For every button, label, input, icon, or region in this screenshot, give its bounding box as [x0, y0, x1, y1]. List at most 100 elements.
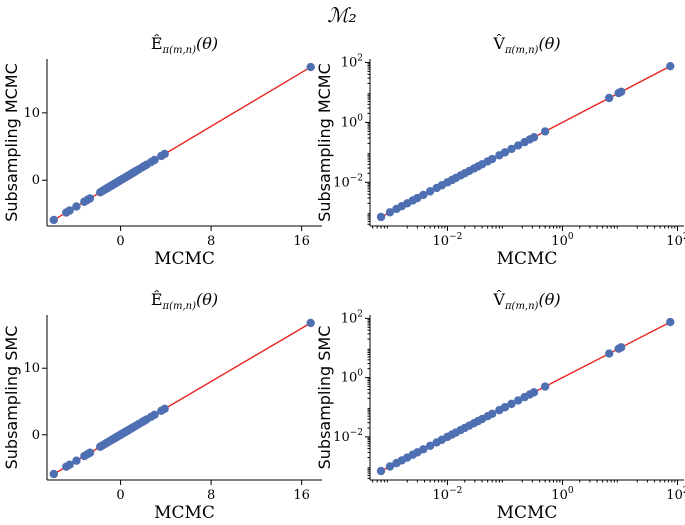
y-tick-label: 102 [341, 309, 363, 326]
x-tick-label: 16 [293, 488, 310, 503]
x-tick-label-base: 10 [666, 234, 683, 249]
panel-title: V̂π(m,n)(θ) [492, 290, 560, 312]
x-tick-label-exponent: −2 [449, 232, 462, 242]
y-tick-label: 100 [341, 369, 364, 386]
y-tick-label: 10 [23, 361, 40, 376]
panel-title-symbol: V̂ [492, 34, 505, 53]
y-tick-label: 10−2 [333, 173, 363, 190]
x-tick-label: 100 [551, 486, 574, 503]
x-tick-label-exponent: 0 [568, 486, 574, 496]
data-point [72, 456, 81, 465]
x-tick-label-exponent: 2 [683, 232, 685, 242]
y-axis-label: Subsampling SMC [315, 326, 334, 470]
y-tick-label-exponent: 0 [357, 113, 363, 123]
y-tick-label-exponent: 2 [357, 53, 363, 63]
y-tick-label-base: 10 [341, 311, 358, 326]
x-tick-label-exponent: −2 [449, 486, 462, 496]
data-point [85, 194, 95, 203]
x-axis-label: MCMC [154, 249, 215, 269]
y-tick-label: 0 [32, 428, 40, 443]
panel-title-argument: (θ) [196, 34, 218, 53]
data-point [65, 206, 74, 215]
data-point [529, 388, 539, 397]
y-tick-label-exponent: 0 [357, 369, 363, 379]
data-point [513, 141, 523, 150]
data-point [616, 343, 626, 352]
data-point [425, 441, 435, 450]
x-tick-label-base: 10 [433, 488, 450, 503]
data-point [160, 404, 169, 414]
data-point [540, 382, 550, 391]
x-axis-label: MCMC [154, 503, 215, 523]
panel-title-symbol: V̂ [492, 290, 505, 309]
x-tick-label: 0 [116, 488, 124, 503]
x-tick-label: 102 [666, 232, 685, 249]
x-tick-label: 8 [207, 488, 215, 503]
y-tick-label: 10 [23, 106, 40, 121]
x-tick-label-base: 10 [666, 488, 683, 503]
data-point [385, 208, 395, 217]
data-point [513, 396, 523, 405]
y-tick-label: 102 [341, 53, 363, 70]
x-tick-label-base: 10 [551, 488, 568, 503]
figure-suptitle: ℳ₂ [327, 3, 356, 27]
x-tick-label: 102 [666, 486, 685, 503]
panel-title-argument: (θ) [538, 34, 560, 53]
data-point [487, 154, 497, 164]
data-point [529, 133, 539, 142]
data-point [419, 445, 428, 454]
x-tick-label: 16 [293, 234, 310, 249]
data-point [540, 127, 550, 136]
data-point [666, 61, 675, 71]
y-tick-label-base: 10 [341, 55, 358, 70]
data-point [385, 462, 395, 471]
x-tick-label-base: 10 [551, 234, 568, 249]
data-point [65, 460, 74, 469]
panel-title-subscript: π(m,n) [504, 301, 539, 312]
y-tick-label: 10−2 [333, 428, 363, 445]
panel-title-symbol: Ê [151, 33, 163, 53]
panel-mean-mcmc: 0 8 16 0 10 Êπ(m,n)(θ) MCMC Subsampling MCMC [2, 33, 322, 269]
data-point [487, 409, 497, 419]
data-point [306, 318, 315, 328]
panel-title: Êπ(m,n)(θ) [151, 33, 218, 56]
y-tick-label-base: 10 [341, 371, 358, 386]
panel-var-mcmc: 10−210010210−2100102V̂π(m,n)(θ)MCMCSubsa… [315, 34, 685, 269]
y-tick-label: 100 [341, 113, 364, 130]
panel-title-subscript: π(m,n) [162, 45, 197, 56]
data-point [666, 317, 675, 327]
panel-title: V̂π(m,n)(θ) [492, 34, 560, 56]
y-tick-label-exponent: 2 [357, 309, 363, 319]
x-tick-label: 10−2 [433, 232, 463, 249]
panel-title-argument: (θ) [538, 290, 560, 309]
data-point [604, 93, 614, 103]
data-point [376, 212, 386, 222]
data-point [507, 399, 516, 409]
panel-title-subscript: π(m,n) [504, 45, 539, 56]
data-point [306, 62, 315, 72]
x-tick-label: 10−2 [433, 486, 463, 503]
x-axis-label: MCMC [497, 249, 558, 269]
data-point [500, 403, 510, 412]
data-point [500, 148, 510, 157]
y-tick-label-base: 10 [333, 175, 350, 190]
data-point [49, 215, 58, 225]
data-point [49, 469, 58, 479]
data-point [160, 149, 169, 159]
data-point [376, 466, 386, 476]
x-axis-label: MCMC [497, 503, 558, 523]
data-point [507, 144, 516, 154]
data-point [150, 155, 159, 165]
data-point [150, 410, 159, 419]
panel-title-subscript: π(m,n) [162, 301, 197, 312]
data-point [72, 202, 81, 211]
y-axis-label: Subsampling MCMC [2, 63, 21, 222]
panel-var-smc: 10−210010210−2100102V̂π(m,n)(θ)MCMCSubsa… [315, 290, 685, 523]
y-tick-label-exponent: −2 [350, 428, 363, 438]
panel-mean-smc: 0 8 16 0 10 Êπ(m,n)(θ) MCMC Subsampling SMC [2, 289, 322, 523]
x-tick-label: 8 [207, 234, 215, 249]
data-point [604, 349, 614, 358]
x-tick-label-exponent: 2 [683, 486, 685, 496]
x-tick-label: 0 [116, 234, 124, 249]
